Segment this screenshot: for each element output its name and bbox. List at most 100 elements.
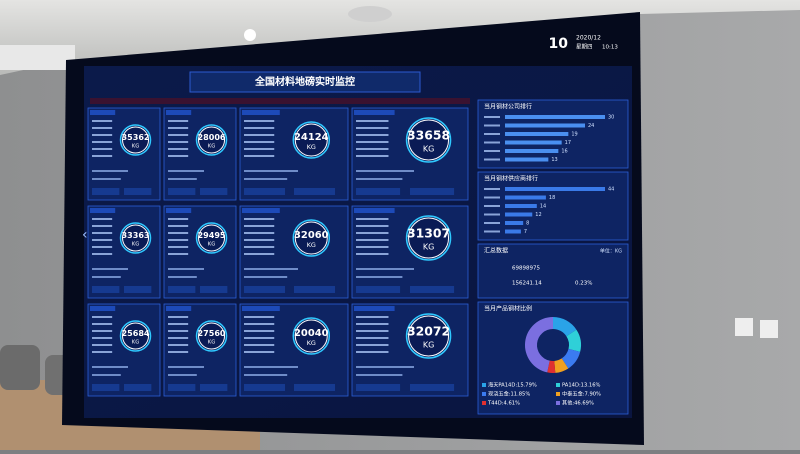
card-button[interactable]	[124, 384, 152, 391]
card-text-line	[356, 330, 389, 332]
weight-unit: KG	[307, 143, 316, 151]
card-line	[244, 170, 298, 172]
card-text-line	[92, 120, 113, 122]
card	[163, 205, 237, 299]
card-button[interactable]	[356, 384, 401, 391]
card-text-line	[168, 344, 189, 346]
card-text-line	[356, 344, 389, 346]
title-bar	[189, 71, 421, 93]
card-button[interactable]	[92, 384, 120, 391]
card-text-line	[92, 127, 113, 129]
card-button[interactable]	[200, 286, 228, 293]
panel	[477, 301, 629, 415]
card-line	[244, 268, 298, 270]
gauge-ring	[292, 121, 331, 159]
card-text-line	[244, 127, 275, 129]
card-button[interactable]	[92, 286, 120, 293]
arrow-left[interactable]: ‹	[82, 227, 88, 243]
card-button[interactable]	[124, 286, 152, 293]
card-button[interactable]	[168, 286, 196, 293]
card-header	[90, 208, 116, 213]
card-text-line	[168, 330, 189, 332]
legend-swatch	[482, 401, 486, 405]
card-button[interactable]	[294, 286, 336, 293]
card-text-line	[244, 232, 275, 234]
gauge	[122, 126, 150, 154]
dashboard-title: 全国材料地磅实时监控	[254, 75, 355, 88]
card-button[interactable]	[356, 286, 401, 293]
card-button[interactable]	[410, 286, 455, 293]
card-text-line	[356, 246, 389, 248]
legend-label: T44D:4.61%	[487, 401, 520, 407]
date-day: 10	[549, 36, 569, 52]
card-text-line	[92, 337, 113, 339]
card-line	[356, 374, 403, 376]
card-text-line	[356, 337, 389, 339]
summary-value: 0.23%	[575, 281, 592, 287]
gauge	[408, 119, 450, 161]
weight-unit: KG	[423, 243, 434, 252]
card-text-line	[168, 155, 189, 157]
ceiling	[0, 0, 800, 75]
rank-bar	[505, 221, 524, 225]
card	[87, 303, 161, 397]
card-text-line	[168, 127, 189, 129]
card-button[interactable]	[124, 188, 152, 195]
card-text-line	[244, 148, 275, 150]
card-line	[92, 366, 128, 368]
card-header	[166, 110, 192, 115]
rank-label-line	[484, 205, 500, 207]
time: 10:13	[602, 45, 618, 51]
rank-bar	[505, 115, 605, 119]
gauge	[294, 319, 328, 353]
card-button[interactable]	[356, 188, 401, 195]
rank-label-line	[484, 124, 500, 127]
card-text-line	[92, 246, 113, 248]
card-text-line	[92, 141, 113, 143]
card-text-line	[356, 351, 389, 353]
card-text-line	[244, 225, 275, 227]
card	[239, 303, 349, 397]
card-button[interactable]	[244, 286, 286, 293]
pie-slice	[553, 317, 577, 337]
card-header	[242, 208, 280, 213]
card-button[interactable]	[294, 384, 336, 391]
gauge	[408, 315, 450, 357]
weight-value: 25684	[122, 329, 150, 338]
rank-value: 12	[535, 212, 541, 218]
card-button[interactable]	[294, 188, 336, 195]
rank-value: 7	[524, 229, 527, 235]
card-button[interactable]	[244, 384, 286, 391]
card-button[interactable]	[244, 188, 286, 195]
card-button[interactable]	[168, 384, 196, 391]
card-button[interactable]	[410, 384, 455, 391]
card-text-line	[92, 253, 113, 255]
panel-title: 当月钢材公司排行	[484, 103, 532, 111]
panel-title: 当月产品钢材比例	[484, 305, 532, 313]
gauge-ring	[119, 222, 152, 254]
gauge	[408, 217, 450, 259]
card-line	[168, 178, 197, 180]
card-text-line	[244, 337, 275, 339]
card-button[interactable]	[410, 188, 455, 195]
card-button[interactable]	[92, 188, 120, 195]
card-button[interactable]	[168, 188, 196, 195]
rank-value: 44	[608, 187, 614, 193]
card-text-line	[244, 344, 275, 346]
card-text-line	[168, 323, 189, 325]
card-button[interactable]	[200, 384, 228, 391]
card-text-line	[244, 316, 275, 318]
rank-bar	[505, 132, 569, 136]
card-header	[90, 306, 116, 311]
weight-unit: KG	[307, 339, 316, 347]
weight-unit: KG	[208, 241, 215, 247]
card-button[interactable]	[200, 188, 228, 195]
card-text-line	[168, 246, 189, 248]
card-line	[92, 178, 121, 180]
gauge	[122, 322, 150, 350]
card-text-line	[168, 120, 189, 122]
legend-label: 中泰五金:7.90%	[562, 390, 601, 398]
card-line	[92, 268, 128, 270]
weight-value: 32072	[407, 324, 450, 339]
